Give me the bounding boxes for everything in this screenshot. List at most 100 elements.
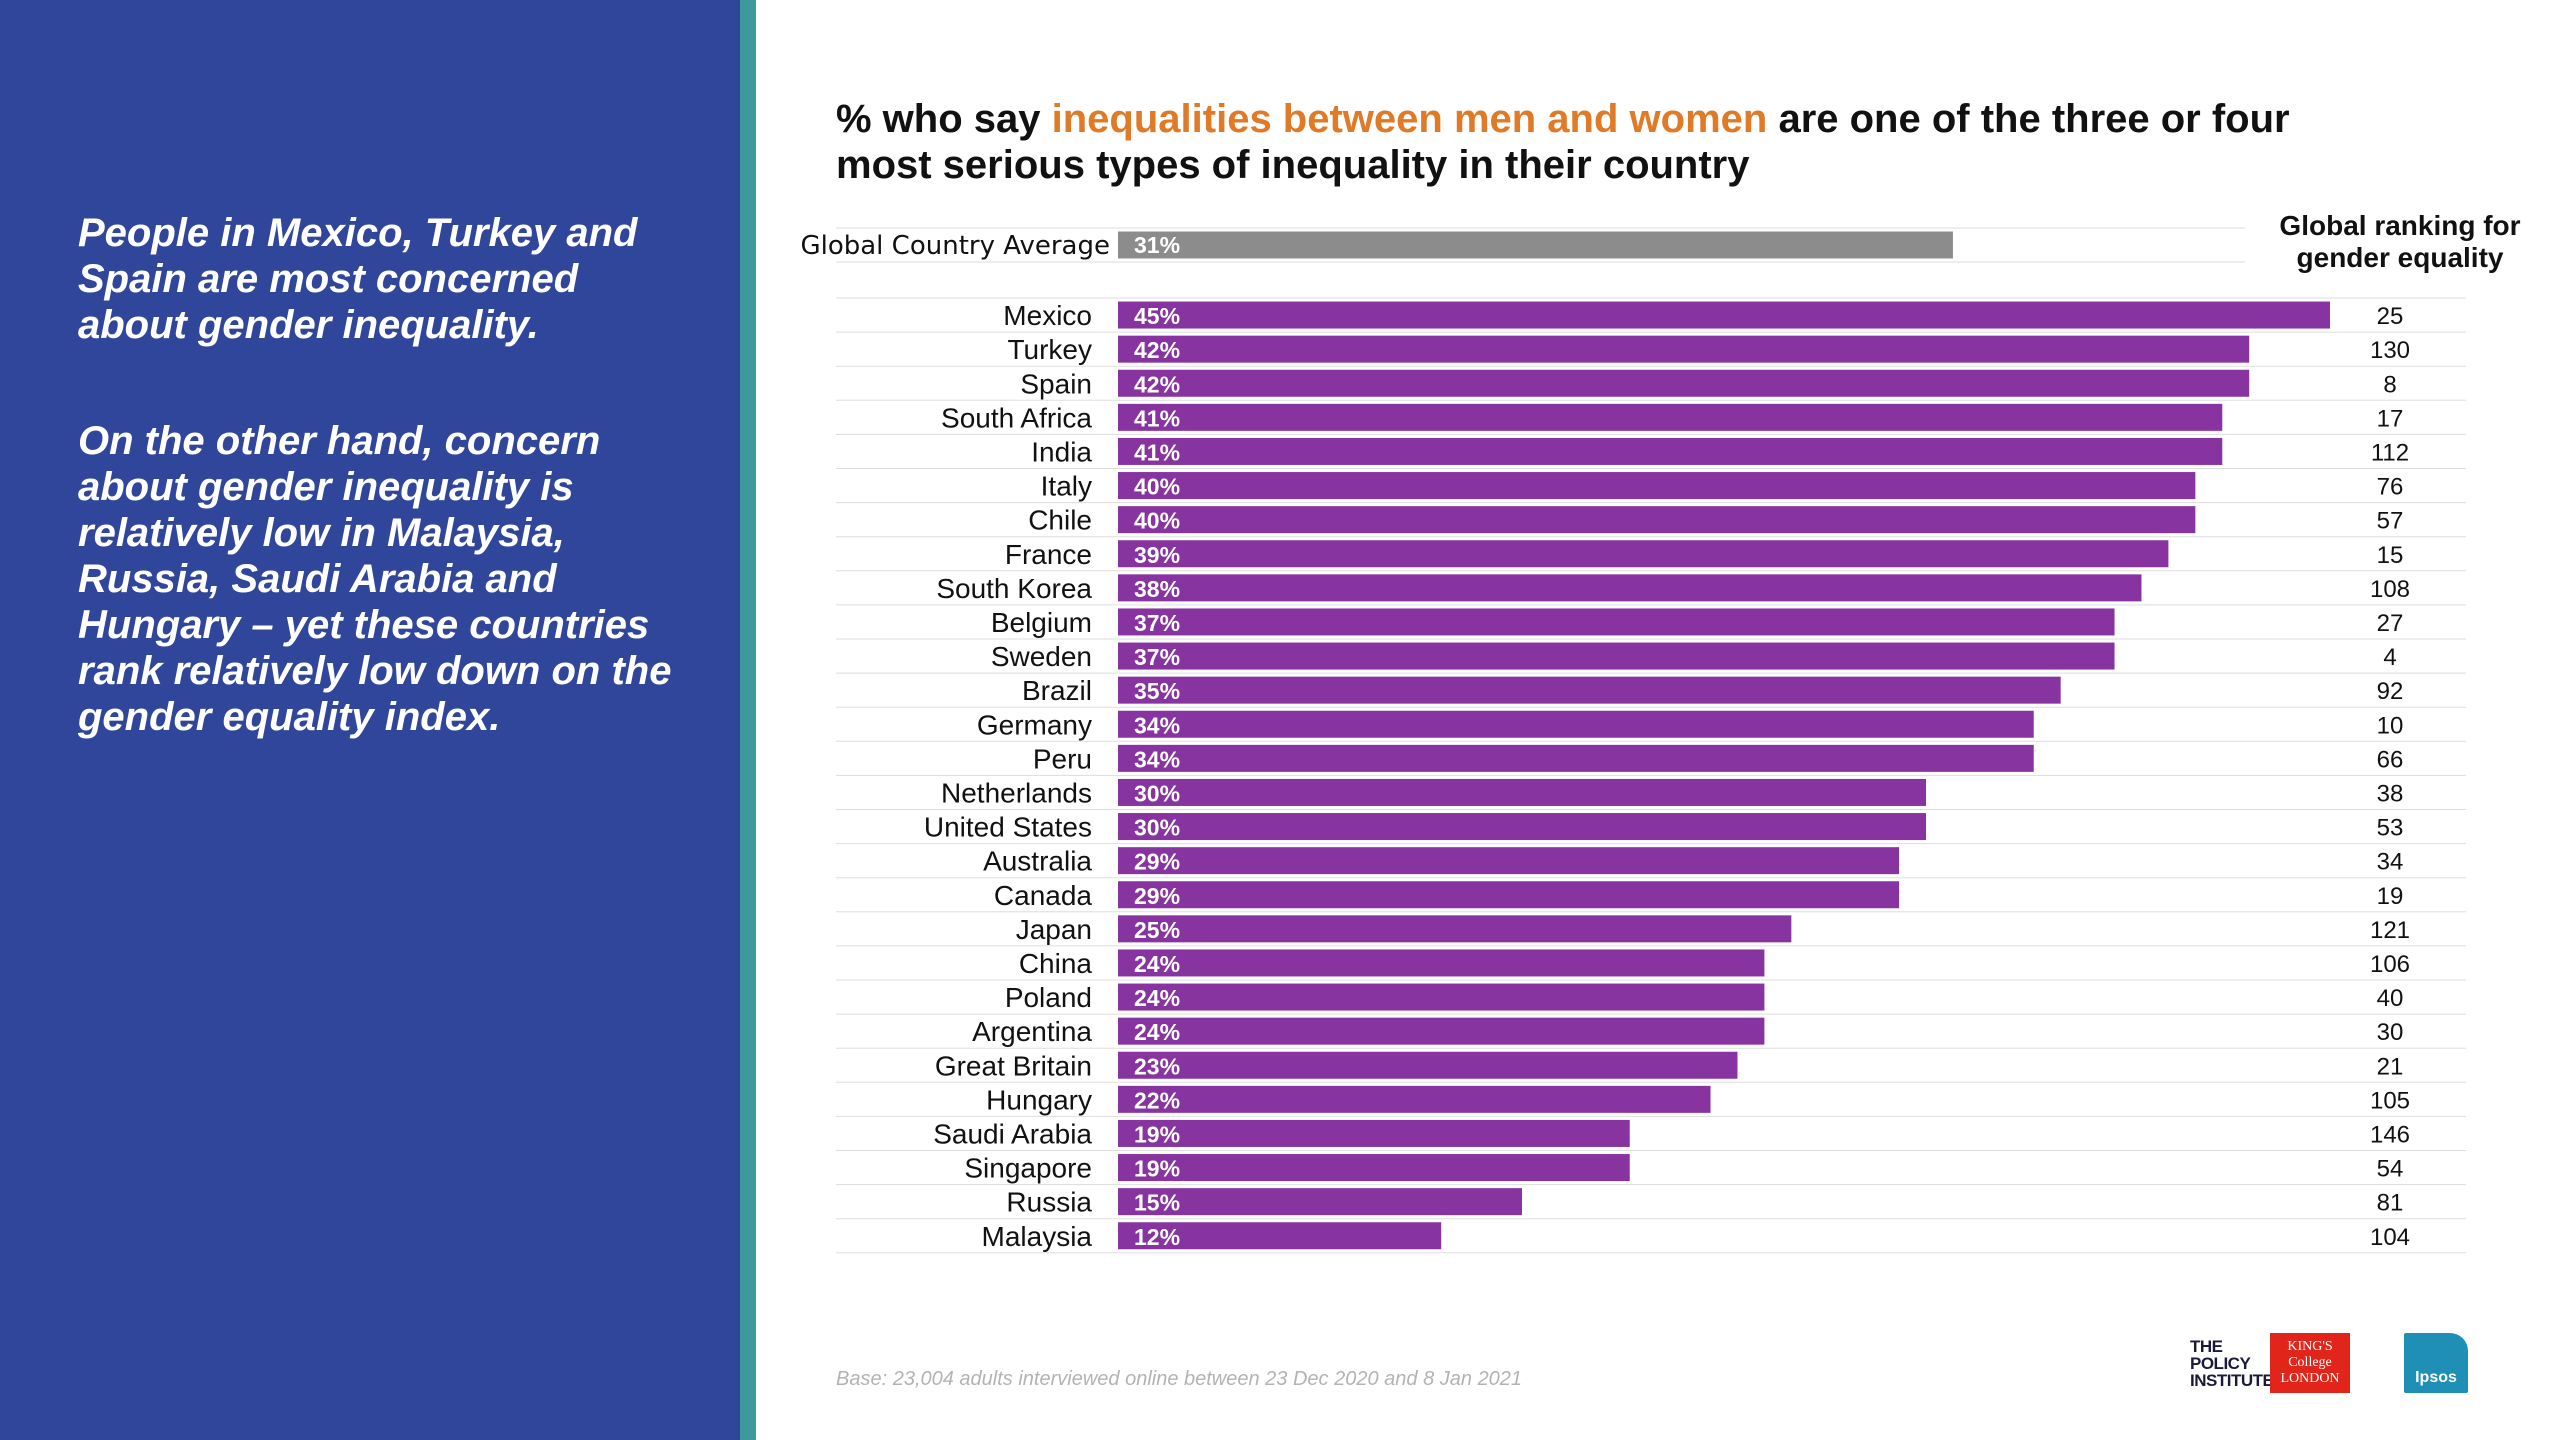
category-label-turkey: Turkey: [1007, 334, 1092, 365]
bar-average: [1118, 231, 1953, 259]
bar-turkey: [1118, 335, 2250, 363]
category-label-argentina: Argentina: [972, 1016, 1092, 1047]
title-suffix: are one of the three or four most seriou…: [836, 97, 2290, 187]
bar-germany: [1118, 710, 2034, 738]
value-label-france: 39%: [1134, 542, 1180, 568]
value-label-australia: 29%: [1134, 849, 1180, 875]
bar-malaysia: [1118, 1222, 1442, 1250]
bar-belgium: [1118, 608, 2115, 636]
ranking-china: 106: [2370, 951, 2410, 978]
value-label-china: 24%: [1134, 951, 1180, 977]
bar-italy: [1118, 472, 2196, 500]
value-label-belgium: 37%: [1134, 610, 1180, 636]
ranking-belgium: 27: [2377, 610, 2404, 637]
ranking-mexico: 25: [2377, 303, 2404, 330]
value-label-canada: 29%: [1134, 883, 1180, 909]
category-label-chile: Chile: [1028, 505, 1092, 536]
bar-saudi-arabia: [1118, 1119, 1630, 1147]
title-highlight: inequalities between men and women: [1051, 97, 1768, 141]
bar-poland: [1118, 983, 1765, 1011]
ranking-south-korea: 108: [2370, 576, 2410, 603]
value-label-japan: 25%: [1134, 917, 1180, 943]
bar-south-africa: [1118, 403, 2223, 431]
ranking-russia: 81: [2377, 1190, 2404, 1217]
ranking-great-britain: 21: [2377, 1053, 2404, 1080]
value-label-argentina: 24%: [1134, 1019, 1180, 1045]
category-label-singapore: Singapore: [964, 1153, 1092, 1184]
category-label-belgium: Belgium: [991, 607, 1092, 638]
bar-canada: [1118, 881, 1900, 909]
title-prefix: % who say: [836, 97, 1052, 141]
value-label-malaysia: 12%: [1134, 1224, 1180, 1250]
value-label-india: 41%: [1134, 439, 1180, 465]
category-label-malaysia: Malaysia: [982, 1221, 1093, 1252]
value-label-mexico: 45%: [1134, 303, 1180, 329]
ranking-singapore: 54: [2377, 1156, 2404, 1183]
category-label-china: China: [1019, 948, 1093, 979]
category-label-japan: Japan: [1016, 914, 1092, 945]
ranking-argentina: 30: [2377, 1019, 2404, 1046]
category-label-poland: Poland: [1005, 982, 1092, 1013]
category-label-saudi-arabia: Saudi Arabia: [933, 1118, 1092, 1149]
ranking-brazil: 92: [2377, 678, 2404, 705]
ranking-spain: 8: [2383, 371, 2396, 398]
category-label-italy: Italy: [1041, 471, 1092, 502]
bar-india: [1118, 437, 2223, 465]
value-label-united-states: 30%: [1134, 815, 1180, 841]
bar-great-britain: [1118, 1051, 1738, 1079]
ranking-south-africa: 17: [2377, 405, 2404, 432]
value-label-south-africa: 41%: [1134, 405, 1180, 431]
bar-south-korea: [1118, 574, 2142, 602]
category-label-india: India: [1031, 436, 1092, 467]
value-label-average: 31%: [1134, 232, 1180, 258]
ranking-hungary: 105: [2370, 1087, 2410, 1114]
bar-sweden: [1118, 642, 2115, 670]
bar-japan: [1118, 915, 1792, 943]
ranking-united-states: 53: [2377, 815, 2404, 842]
bar-united-states: [1118, 813, 1926, 841]
bar-mexico: [1118, 301, 2330, 329]
bar-netherlands: [1118, 778, 1926, 806]
ranking-japan: 121: [2370, 917, 2410, 944]
bar-france: [1118, 540, 2169, 568]
value-label-sweden: 37%: [1134, 644, 1180, 670]
value-label-peru: 34%: [1134, 746, 1180, 772]
chart-title: % who say inequalities between men and w…: [836, 96, 2336, 188]
category-label-south-korea: South Korea: [936, 573, 1092, 604]
bar-brazil: [1118, 676, 2061, 704]
ranking-saudi-arabia: 146: [2370, 1121, 2410, 1148]
summary-paragraph-1: People in Mexico, Turkey and Spain are m…: [78, 211, 638, 347]
value-label-germany: 34%: [1134, 712, 1180, 738]
category-label-south-africa: South Africa: [941, 402, 1092, 433]
value-label-chile: 40%: [1134, 508, 1180, 534]
value-label-south-korea: 38%: [1134, 576, 1180, 602]
value-label-saudi-arabia: 19%: [1134, 1121, 1180, 1147]
category-label-germany: Germany: [977, 709, 1092, 740]
value-label-spain: 42%: [1134, 371, 1180, 397]
kings-college-logo: KING'S College LONDON: [2270, 1333, 2350, 1393]
ranking-netherlands: 38: [2377, 780, 2404, 807]
value-label-russia: 15%: [1134, 1190, 1180, 1216]
bar-spain: [1118, 369, 2250, 397]
bar-china: [1118, 949, 1765, 977]
bar-hungary: [1118, 1085, 1711, 1113]
ipsos-logo: Ipsos: [2404, 1333, 2468, 1393]
category-label-australia: Australia: [983, 846, 1092, 877]
ranking-header: Global ranking for gender equality: [2279, 210, 2521, 273]
value-label-netherlands: 30%: [1134, 780, 1180, 806]
policy-institute-logo: THE POLICY INSTITUTE: [2190, 1337, 2274, 1390]
value-label-hungary: 22%: [1134, 1087, 1180, 1113]
bar-chile: [1118, 506, 2196, 534]
category-label-hungary: Hungary: [986, 1084, 1092, 1115]
ranking-france: 15: [2377, 542, 2404, 569]
category-label-great-britain: Great Britain: [935, 1050, 1092, 1081]
bar-peru: [1118, 744, 2034, 772]
category-label-france: France: [1005, 539, 1092, 570]
value-label-italy: 40%: [1134, 474, 1180, 500]
summary-paragraph-2: On the other hand, concern about gender …: [78, 419, 672, 739]
bar-russia: [1118, 1188, 1522, 1216]
category-label-russia: Russia: [1006, 1187, 1092, 1218]
value-label-poland: 24%: [1134, 985, 1180, 1011]
bar-singapore: [1118, 1154, 1630, 1182]
